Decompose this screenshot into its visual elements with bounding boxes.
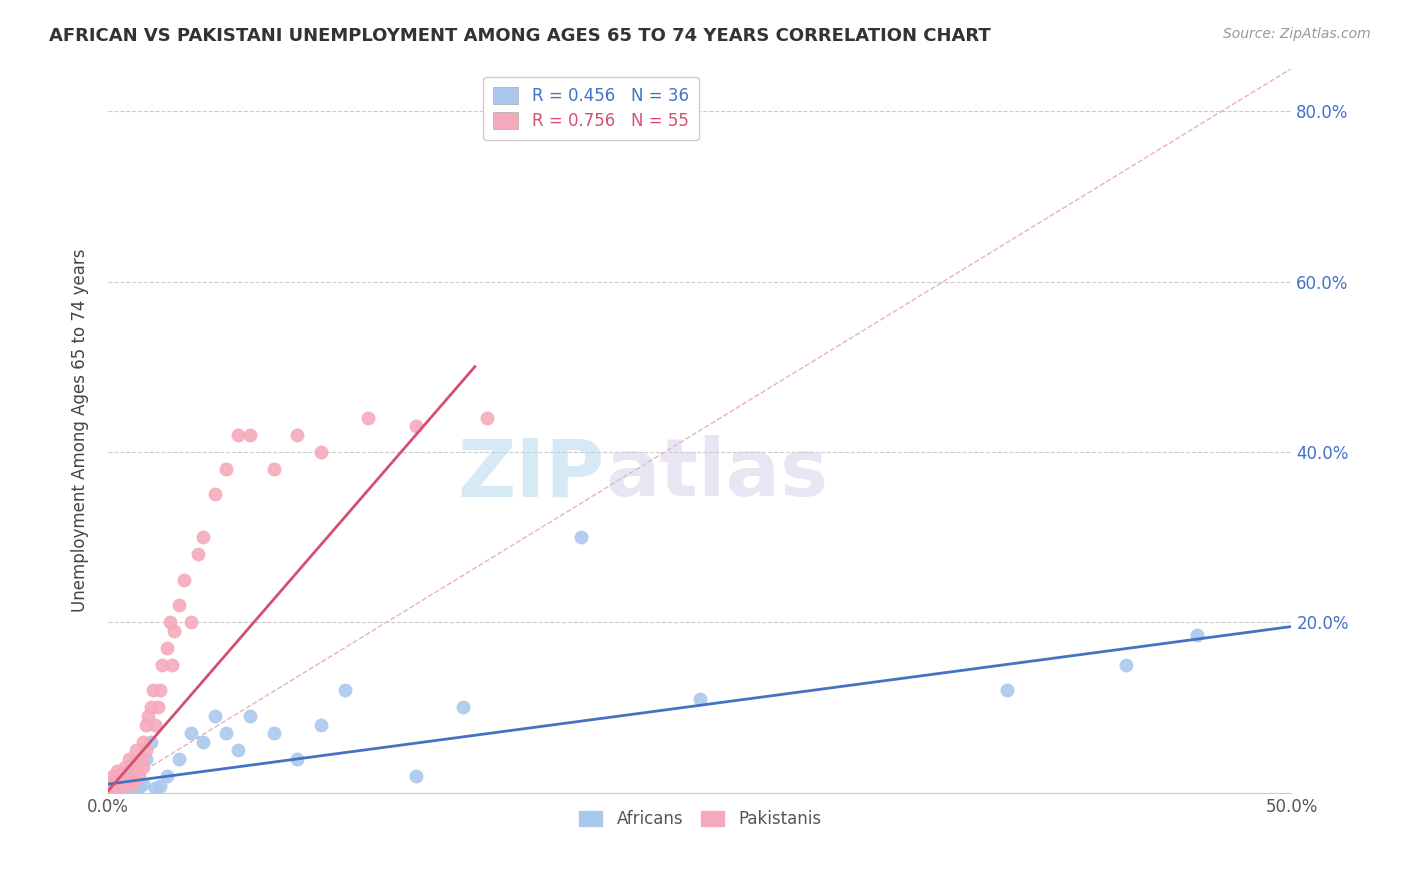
Point [285, 751, 308, 765]
Point [104, 781, 127, 796]
Point [167, 751, 190, 765]
Point [114, 772, 136, 787]
Point [156, 640, 179, 655]
Point [118, 781, 141, 796]
Point [142, 683, 165, 698]
Point [101, 777, 124, 791]
Point [152, 657, 174, 672]
Point [104, 772, 127, 787]
Point [226, 743, 249, 757]
Point [156, 769, 179, 783]
Point [569, 530, 592, 544]
Point [101, 781, 124, 796]
Text: atlas: atlas [605, 435, 828, 513]
Text: ZIP: ZIP [458, 435, 605, 513]
Point [115, 764, 138, 779]
Point [226, 427, 249, 442]
Point [159, 615, 181, 630]
Point [309, 717, 332, 731]
Point [149, 683, 172, 698]
Point [139, 734, 162, 748]
Point [285, 427, 308, 442]
Point [135, 751, 157, 765]
Point [125, 781, 148, 796]
Point [139, 700, 162, 714]
Point [132, 760, 155, 774]
Point [132, 777, 155, 791]
Point [132, 734, 155, 748]
Point [689, 692, 711, 706]
Point [309, 445, 332, 459]
Point [98, 781, 121, 796]
Point [1115, 657, 1137, 672]
Point [263, 462, 285, 476]
Point [160, 657, 183, 672]
Point [180, 726, 202, 740]
Point [128, 769, 150, 783]
Point [149, 779, 172, 793]
Legend: Africans, Pakistanis: Africans, Pakistanis [571, 804, 828, 835]
Point [163, 624, 186, 638]
Point [129, 751, 152, 765]
Point [107, 780, 129, 795]
Point [357, 410, 380, 425]
Point [115, 777, 138, 791]
Point [108, 770, 131, 784]
Point [263, 726, 285, 740]
Text: Source: ZipAtlas.com: Source: ZipAtlas.com [1223, 27, 1371, 41]
Point [180, 615, 202, 630]
Point [204, 709, 226, 723]
Point [122, 756, 145, 770]
Point [187, 547, 209, 561]
Point [121, 780, 143, 795]
Point [143, 781, 166, 796]
Point [215, 462, 238, 476]
Point [118, 772, 141, 787]
Point [108, 782, 131, 797]
Point [101, 769, 124, 783]
Point [239, 709, 262, 723]
Point [135, 743, 157, 757]
Point [191, 530, 214, 544]
Point [135, 717, 157, 731]
Point [107, 764, 129, 779]
Point [122, 779, 145, 793]
Point [451, 700, 474, 714]
Point [114, 783, 136, 797]
Point [114, 760, 136, 774]
Point [125, 743, 148, 757]
Point [405, 419, 427, 434]
Point [173, 573, 195, 587]
Point [204, 487, 226, 501]
Point [239, 427, 262, 442]
Text: AFRICAN VS PAKISTANI UNEMPLOYMENT AMONG AGES 65 TO 74 YEARS CORRELATION CHART: AFRICAN VS PAKISTANI UNEMPLOYMENT AMONG … [49, 27, 991, 45]
Point [143, 717, 166, 731]
Point [104, 783, 127, 797]
Point [191, 734, 214, 748]
Point [215, 726, 238, 740]
Point [125, 764, 148, 779]
Point [111, 767, 134, 781]
Point [128, 780, 150, 794]
Point [1185, 628, 1208, 642]
Point [107, 777, 129, 791]
Point [122, 772, 145, 787]
Point [146, 700, 169, 714]
Point [167, 599, 190, 613]
Point [115, 780, 138, 794]
Point [118, 751, 141, 765]
Point [121, 777, 143, 791]
Point [405, 769, 427, 783]
Point [121, 769, 143, 783]
Point [111, 775, 134, 789]
Point [475, 410, 498, 425]
Point [108, 779, 131, 793]
Point [997, 683, 1019, 698]
Point [136, 709, 159, 723]
Point [333, 683, 356, 698]
Point [111, 781, 134, 796]
Y-axis label: Unemployment Among Ages 65 to 74 years: Unemployment Among Ages 65 to 74 years [72, 249, 89, 612]
